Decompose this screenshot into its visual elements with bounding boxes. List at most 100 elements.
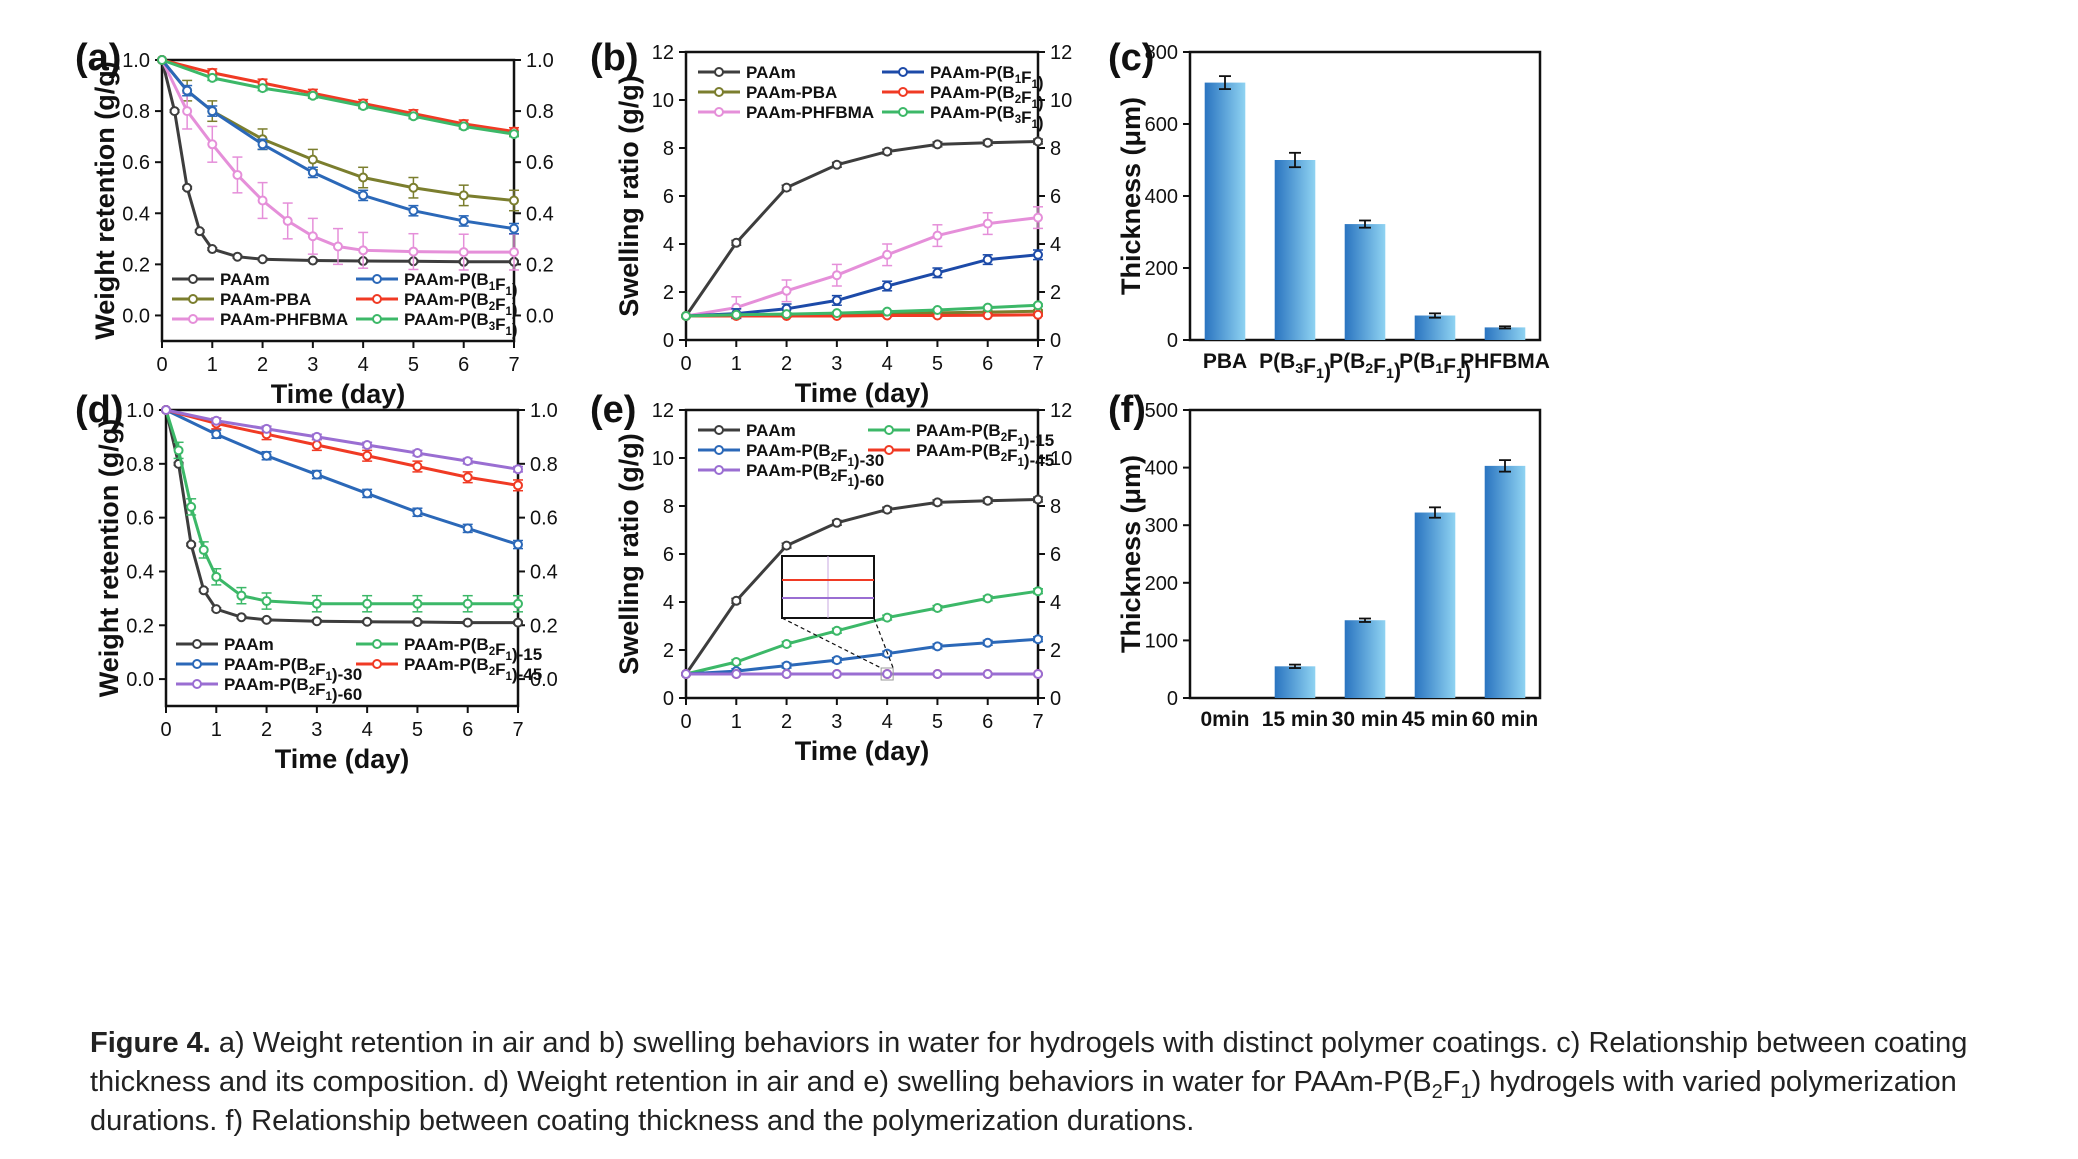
data-point xyxy=(1033,300,1043,311)
data-point xyxy=(311,598,322,609)
series-PAAm-P(B3F1) xyxy=(157,55,519,140)
y-tick-label-right: 4 xyxy=(1050,234,1061,256)
x-tick-label: 0 xyxy=(160,719,171,741)
x-tick-label: 2 xyxy=(781,353,792,375)
data-point xyxy=(261,614,272,625)
series-line xyxy=(684,498,1039,675)
data-point xyxy=(781,660,792,671)
y-tick-label-right: 2 xyxy=(1050,640,1061,662)
legend-label: PAAm-PHFBMA xyxy=(746,103,874,122)
y-tick-label-right: 0.8 xyxy=(526,101,554,123)
data-point xyxy=(513,480,523,491)
data-point xyxy=(509,129,519,140)
data-point xyxy=(408,111,419,122)
legend-marker xyxy=(372,294,382,304)
x-tick-label: 2 xyxy=(261,719,272,741)
series-PAAm xyxy=(161,405,523,628)
data-point xyxy=(1033,494,1043,505)
y-tick-label-right: 6 xyxy=(1050,186,1061,208)
series-PAAm-P(B1F1) xyxy=(157,55,519,235)
x-tick-label: 5 xyxy=(412,719,423,741)
zoom-connector xyxy=(781,617,882,669)
data-point xyxy=(157,55,167,65)
data-point xyxy=(1033,669,1043,679)
data-point xyxy=(831,655,842,666)
series-line xyxy=(164,409,518,625)
y-tick-label-right: 2 xyxy=(1050,282,1061,304)
y-axis-label: Thickness (μm) xyxy=(1116,455,1146,653)
data-point xyxy=(831,625,842,636)
y-tick-label: 200 xyxy=(1145,258,1178,280)
data-point xyxy=(982,637,993,648)
data-point xyxy=(236,590,247,601)
data-point xyxy=(781,182,792,193)
y-tick-label-right: 0 xyxy=(1050,688,1061,710)
data-point xyxy=(311,616,322,627)
x-tick-label: 3 xyxy=(311,719,322,741)
data-point xyxy=(731,657,742,667)
data-point xyxy=(462,456,473,467)
plot-frame xyxy=(164,408,520,708)
x-tick-label: 1 xyxy=(731,711,742,733)
x-axis-label: Time (day) xyxy=(795,736,930,766)
data-point xyxy=(207,106,218,117)
data-point xyxy=(982,495,993,506)
data-point xyxy=(182,182,193,193)
y-tick-label: 2 xyxy=(663,282,674,304)
x-category-label: 15 min xyxy=(1262,708,1329,731)
legend: PAAmPAAm-PBAPAAm-PHFBMAPAAm-P(B1F1)PAAm-… xyxy=(698,63,1044,132)
data-point xyxy=(462,598,473,609)
x-tick-label: 1 xyxy=(731,353,742,375)
legend-marker xyxy=(714,107,724,117)
data-point xyxy=(198,585,209,596)
data-point xyxy=(831,308,842,319)
y-tick-label-right: 0.6 xyxy=(526,152,554,174)
y-tick-label: 12 xyxy=(652,42,674,64)
bar xyxy=(1414,512,1456,698)
data-point xyxy=(982,137,993,148)
x-category-label: P(B3F1) xyxy=(1259,350,1331,383)
caption-text: a) Weight retention in air and b) swelli… xyxy=(90,1027,1968,1137)
y-tick-label: 1.0 xyxy=(126,400,154,422)
y-tick-label: 0 xyxy=(1167,688,1178,710)
legend-item: PAAm-P(B1F1) xyxy=(356,270,518,299)
data-point xyxy=(462,617,473,628)
y-tick-label-right: 0 xyxy=(1050,330,1061,352)
legend-marker xyxy=(192,639,202,649)
legend-marker xyxy=(714,425,724,435)
series-PAAm-P(B2F1)-15 xyxy=(681,586,1043,679)
x-tick-label: 5 xyxy=(932,353,943,375)
y-tick-label: 0.2 xyxy=(122,254,150,276)
legend-label: PAAm-P(B2F1)-15 xyxy=(404,635,542,664)
legend-item: PAAm-P(B2F1)-15 xyxy=(868,421,1054,450)
y-tick-label: 400 xyxy=(1145,458,1178,480)
legend-label: PAAm-P(B2F1) xyxy=(404,290,518,319)
x-tick-label: 2 xyxy=(781,711,792,733)
y-tick-label: 0.0 xyxy=(126,669,154,691)
legend-label: PAAm-P(B2F1)-45 xyxy=(404,655,542,684)
legend-item: PAAm-PHFBMA xyxy=(698,103,874,122)
data-point xyxy=(932,230,943,241)
y-tick-label-right: 0.8 xyxy=(530,454,558,476)
x-tick-label: 4 xyxy=(358,354,369,376)
legend-label: PAAm xyxy=(746,421,796,440)
y-tick-label-right: 8 xyxy=(1050,496,1061,518)
data-point xyxy=(236,612,247,623)
panel-label: (b) xyxy=(590,37,639,79)
legend: PAAmPAAm-PBAPAAm-PHFBMAPAAm-P(B1F1)PAAm-… xyxy=(172,270,518,339)
series-PAAm-P(B2F1)-15 xyxy=(161,405,523,613)
data-point xyxy=(882,249,893,260)
x-tick-label: 5 xyxy=(932,711,943,733)
legend-item: PAAm-P(B2F1)-60 xyxy=(176,675,362,704)
data-point xyxy=(932,497,943,508)
x-tick-label: 0 xyxy=(156,354,167,376)
data-point xyxy=(831,159,842,170)
data-point xyxy=(182,106,193,117)
data-point xyxy=(412,598,423,609)
series-line xyxy=(685,303,1039,318)
data-point xyxy=(232,251,243,262)
panel-label: (f) xyxy=(1108,389,1146,431)
y-tick-label-right: 0.6 xyxy=(530,508,558,530)
